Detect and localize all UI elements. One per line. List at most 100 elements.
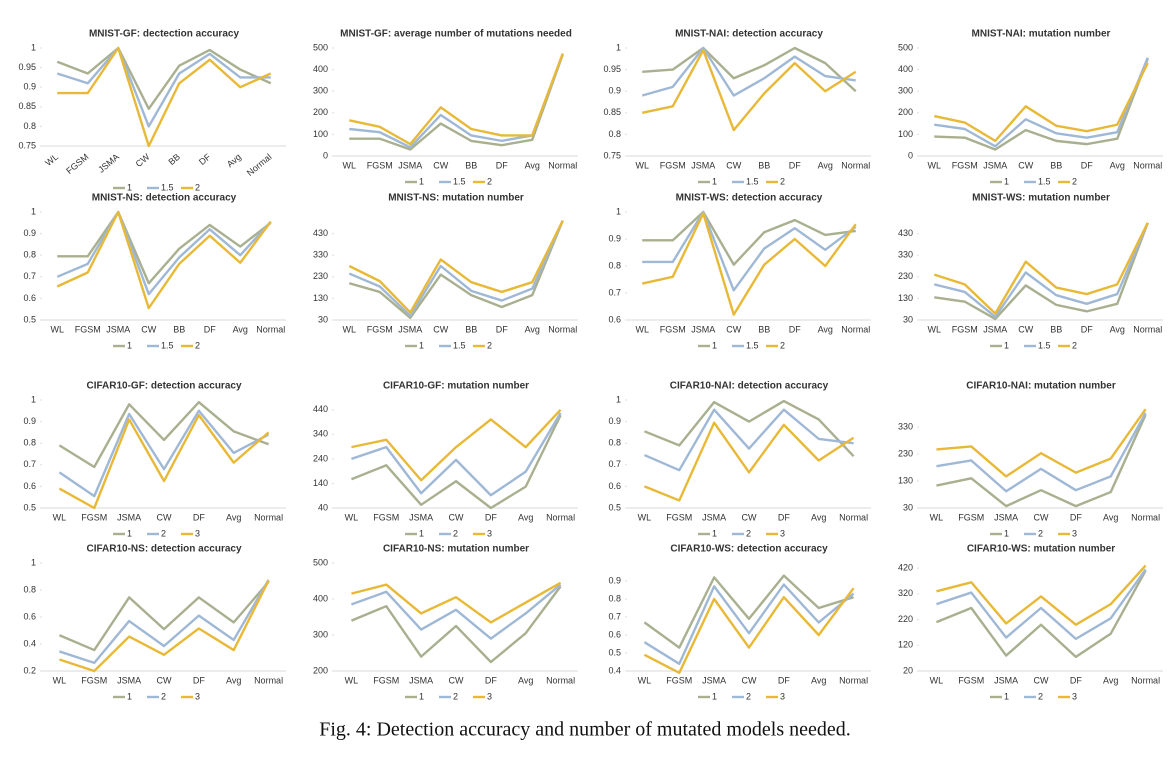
x-tick-label: JSMA: [691, 324, 715, 334]
y-tick-label: 300: [898, 86, 913, 96]
title: CIFAR10-NS: detection accuracy: [86, 544, 241, 555]
legend-label: 1.5: [453, 176, 466, 186]
x-tick-label: DF: [1070, 675, 1082, 685]
x-tick-label: WL: [343, 160, 357, 170]
x-tick-label: Avg: [233, 324, 248, 334]
x-tick-label: JSMA: [409, 675, 433, 685]
x-tick-label: JSMA: [117, 512, 141, 522]
x-tick-label: Normal: [548, 324, 577, 334]
y-tick-label: 500: [313, 557, 328, 567]
y-tick-label: 0.95: [603, 64, 621, 74]
legend-label: 1.5: [746, 340, 759, 350]
legend-label: 3: [780, 691, 785, 701]
title: CIFAR10-GF: detection accuracy: [86, 381, 241, 392]
title: CIFAR10-GF: mutation number: [383, 381, 529, 392]
x-tick-label: Avg: [818, 324, 833, 334]
x-tick-label: CW: [742, 512, 757, 522]
x-tick-label: Normal: [1131, 512, 1160, 522]
y-tick-label: 230: [313, 271, 328, 281]
title: MNIST-GF: average number of mutations ne…: [340, 29, 572, 40]
legend-label: 3: [195, 691, 200, 701]
series-line: [643, 583, 855, 665]
series-line: [933, 222, 1149, 318]
series-line: [58, 581, 270, 652]
y-tick-label: 240: [313, 453, 328, 463]
title: CIFAR10-NAI: detection accuracy: [670, 381, 829, 392]
y-tick-label: 400: [898, 64, 913, 74]
y-tick-label: 0.8: [23, 584, 36, 594]
y-tick-label: 130: [898, 475, 913, 485]
legend-label: 3: [487, 691, 492, 701]
y-tick-label: 340: [313, 429, 328, 439]
x-tick-label: DF: [496, 324, 508, 334]
y-tick-label: 1: [31, 206, 36, 216]
x-tick-label: WL: [53, 675, 67, 685]
title: MNIST-NS: mutation number: [388, 193, 524, 204]
legend-label: 1: [712, 176, 717, 186]
x-tick-label: JSMA: [994, 675, 1018, 685]
x-tick-label: JSMA: [994, 512, 1018, 522]
title: MNIST-NAI: detection accuracy: [675, 29, 823, 40]
legend-label: 2: [453, 528, 458, 538]
y-tick-label: 1: [31, 394, 36, 404]
x-tick-label: WL: [638, 512, 652, 522]
x-tick-label: FGSM: [666, 512, 692, 522]
y-tick-label: 230: [898, 448, 913, 458]
legend-label: 1: [1004, 340, 1009, 350]
x-tick-label: Avg: [518, 512, 533, 522]
x-tick-label: Avg: [225, 152, 243, 170]
title: MNIST-GF: dectection accuracy: [89, 29, 239, 40]
legend-label: 1: [127, 691, 132, 701]
series-line: [641, 46, 856, 97]
x-tick-label: WL: [345, 675, 359, 685]
x-tick-label: CW: [134, 151, 152, 169]
y-tick-label: 30: [903, 314, 913, 324]
legend-label: 3: [1072, 691, 1077, 701]
x-tick-label: JSMA: [398, 160, 422, 170]
x-tick-label: Avg: [525, 324, 540, 334]
x-tick-label: WL: [930, 512, 944, 522]
y-tick-label: 1: [31, 557, 36, 567]
y-tick-label: 500: [313, 42, 328, 52]
x-tick-label: CW: [433, 160, 448, 170]
y-tick-label: 0.7: [23, 271, 36, 281]
x-tick-label: Normal: [546, 675, 575, 685]
x-tick-label: CW: [1034, 512, 1049, 522]
y-tick-label: 0.95: [18, 62, 36, 72]
x-tick-label: DF: [789, 324, 801, 334]
x-tick-label: CW: [433, 324, 448, 334]
title: MNIST-NAI: mutation number: [972, 29, 1111, 40]
legend-label: 2: [746, 528, 751, 538]
series-line: [643, 587, 855, 674]
x-tick-label: Normal: [841, 160, 870, 170]
series-line: [351, 583, 562, 640]
y-tick-label: 0.9: [608, 86, 621, 96]
y-tick-label: 0.6: [23, 293, 36, 303]
x-tick-label: DF: [193, 512, 205, 522]
x-tick-label: JSMA: [983, 324, 1007, 334]
x-tick-label: Avg: [811, 675, 826, 685]
series-line: [934, 222, 1149, 321]
x-tick-label: Avg: [518, 675, 533, 685]
y-tick-label: 1: [616, 206, 621, 216]
x-tick-label: Avg: [1110, 324, 1125, 334]
series-line: [936, 408, 1147, 478]
x-tick-label: DF: [778, 675, 790, 685]
x-tick-label: DF: [496, 160, 508, 170]
x-tick-label: BB: [758, 160, 770, 170]
x-tick-label: WL: [53, 512, 67, 522]
x-tick-label: FGSM: [81, 512, 107, 522]
series-line: [936, 568, 1147, 641]
legend-label: 2: [1072, 340, 1077, 350]
y-tick-label: 0.7: [608, 287, 621, 297]
x-tick-label: BB: [166, 152, 182, 167]
chart: CIFAR10-NS: detection accuracy 0.2 0.4 0.6 0…: [23, 544, 286, 701]
y-tick-label: 0.8: [608, 129, 621, 139]
x-tick-label: FGSM: [952, 160, 978, 170]
y-tick-label: 0.5: [23, 314, 36, 324]
legend-label: 1.5: [1038, 340, 1051, 350]
x-tick-label: FGSM: [367, 160, 393, 170]
series-line: [642, 48, 857, 132]
y-tick-label: 140: [313, 478, 328, 488]
y-tick-label: 200: [313, 665, 328, 675]
